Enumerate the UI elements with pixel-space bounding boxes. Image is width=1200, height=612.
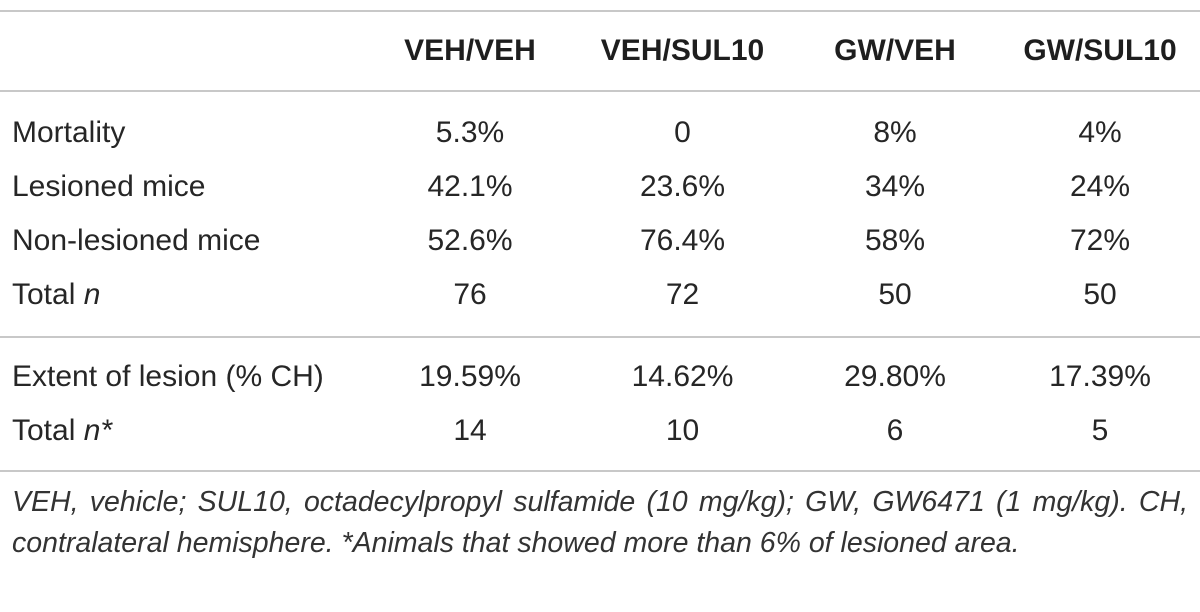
table-cell: 23.6% [639, 170, 726, 203]
table-row: Lesioned mice 42.1% 23.6% 34% 24% [0, 160, 1200, 214]
table-cell: 58% [864, 224, 926, 257]
row-label: Total n [12, 278, 101, 311]
row-label: Mortality [12, 116, 126, 149]
table-cell: 72 [665, 278, 700, 311]
table-cell: 29.80% [844, 360, 946, 393]
top-rule [0, 10, 1200, 12]
column-header: GW/VEH [834, 34, 956, 67]
row-label: Lesioned mice [12, 170, 206, 203]
table-footnote: VEH, vehicle; SUL10, octadecylpropyl sul… [12, 486, 1188, 559]
header-row: VEH/VEH VEH/SUL10 GW/VEH GW/SUL10 [0, 24, 1200, 78]
table-row: Extent of lesion (% CH) 19.59% 14.62% 29… [0, 350, 1200, 404]
table-cell: 14.62% [631, 360, 734, 393]
table-cell: 72% [1069, 224, 1131, 257]
table-cell: 34% [864, 170, 926, 203]
table-cell: 17.39% [1049, 360, 1151, 393]
table-cell: 24% [1069, 170, 1131, 203]
table-cell: 6 [886, 414, 904, 447]
table-row: Non-lesioned mice 52.6% 76.4% 58% 72% [0, 214, 1200, 268]
row-label: Extent of lesion (% CH) [12, 360, 324, 393]
column-header: VEH/VEH [404, 34, 536, 67]
table-cell: 76.4% [639, 224, 726, 257]
table-cell: 4% [1078, 116, 1122, 149]
table-row: Total n 76 72 50 50 [0, 268, 1200, 322]
table-row: Mortality 5.3% 0 8% 4% [0, 106, 1200, 160]
row-label: Total n* [12, 414, 113, 447]
table-cell: 0 [674, 116, 691, 149]
group-rule [0, 336, 1200, 338]
table-cell: 50 [878, 278, 912, 311]
bottom-rule [0, 470, 1200, 472]
table-cell: 42.1% [427, 170, 513, 203]
row-label: Non-lesioned mice [12, 224, 261, 257]
column-header: GW/SUL10 [1023, 34, 1177, 67]
header-rule [0, 90, 1200, 92]
table-cell: 10 [665, 414, 700, 447]
table-cell: 8% [873, 116, 917, 149]
table-cell: 76 [453, 278, 487, 311]
table-cell: 50 [1083, 278, 1117, 311]
table-cell: 52.6% [427, 224, 513, 257]
table-cell: 5 [1091, 414, 1109, 447]
table-row: Total n* 14 10 6 5 [0, 404, 1200, 458]
table-cell: 5.3% [435, 116, 505, 149]
table-cell: 19.59% [419, 360, 521, 393]
table-cell: 14 [453, 414, 487, 447]
column-header: VEH/SUL10 [600, 34, 765, 67]
